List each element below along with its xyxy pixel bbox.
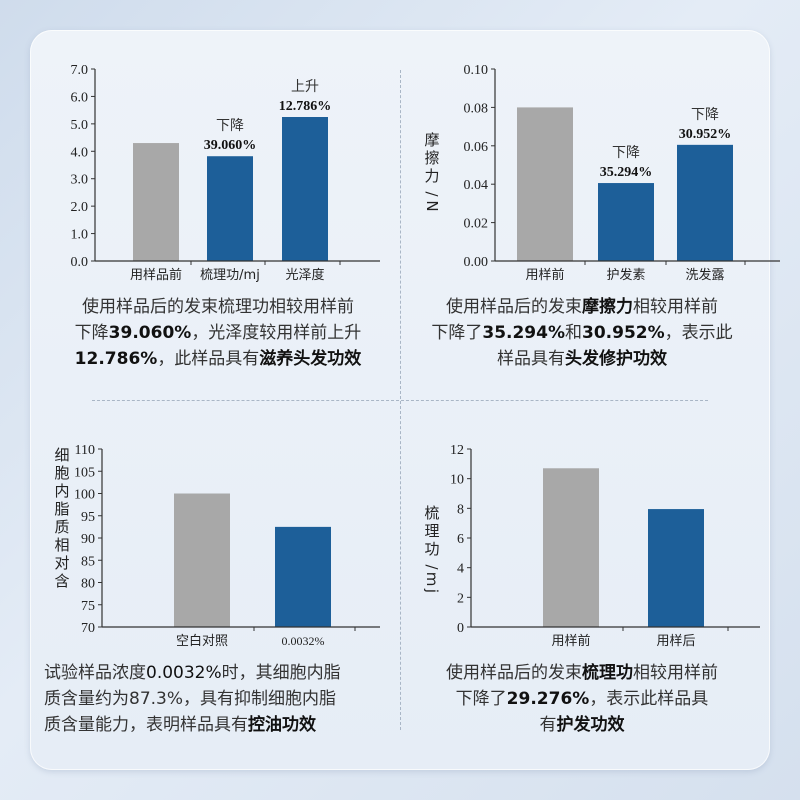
bar-1 — [517, 107, 573, 262]
y-tick-label: 6.0 — [71, 90, 89, 105]
y-axis-label-char: / — [423, 191, 441, 197]
y-axis-label-char: m — [423, 572, 441, 587]
y-tick-label: 105 — [74, 465, 95, 480]
y-tick-label: 0.0 — [71, 255, 89, 270]
y-tick-label: 0 — [457, 621, 464, 636]
bar-2 — [275, 526, 331, 627]
y-tick-label: 1.0 — [71, 228, 89, 243]
x-tick-label: 0.0032% — [282, 634, 325, 648]
y-tick-label: 3.0 — [71, 173, 89, 188]
annotation-word: 下降 — [612, 145, 640, 161]
x-tick-label: 空白对照 — [176, 633, 228, 649]
caption-2: 使用样品后的发束摩擦力相较用样前 下降了35.294%和30.952%，表示此 … — [431, 297, 733, 369]
y-axis-label-char: 质 — [54, 518, 69, 536]
y-tick-label: 70 — [81, 621, 95, 636]
y-tick-label: 95 — [81, 510, 95, 525]
data-label: 30.952% — [679, 127, 732, 142]
y-axis-label-char: 含 — [54, 572, 69, 590]
caption-1: 使用样品后的发束梳理功相较用样前 下降39.060%，光泽度较用样前上升 12.… — [74, 297, 362, 369]
y-axis-label-char: / — [423, 564, 441, 570]
y-axis-label-char: 内 — [54, 482, 69, 500]
annotation-word: 上升 — [291, 79, 319, 95]
y-axis-label-char: 理 — [424, 522, 439, 540]
y-tick-label: 5.0 — [71, 118, 89, 133]
y-tick-label: 7.0 — [71, 63, 89, 78]
x-tick-label: 光泽度 — [285, 267, 324, 283]
y-tick-label: 100 — [74, 488, 95, 503]
y-tick-label: 85 — [81, 554, 95, 569]
y-tick-label: 80 — [81, 577, 95, 592]
bar-2 — [648, 509, 704, 627]
y-axis-label-char: 脂 — [54, 500, 69, 518]
y-axis-label-char: j — [423, 588, 441, 593]
y-axis-label-char: 对 — [54, 554, 69, 572]
y-axis-label-char: 摩 — [424, 131, 439, 149]
y-axis-label-char: 力 — [424, 167, 439, 185]
caption-4: 使用样品后的发束梳理功相较用样前 下降了29.276%，表示此样品具 有护发功效 — [446, 663, 718, 735]
bar-2 — [207, 156, 253, 261]
y-tick-label: 0.06 — [464, 140, 489, 155]
bar-1 — [174, 493, 230, 627]
y-tick-label: 0.00 — [464, 255, 489, 270]
y-tick-label: 0.10 — [464, 63, 489, 78]
x-tick-label: 洗发露 — [685, 267, 724, 283]
y-tick-label: 4 — [457, 562, 464, 577]
y-axis-label-char: N — [423, 200, 441, 211]
annotation-word: 下降 — [691, 107, 719, 123]
horizontal-divider — [92, 400, 708, 401]
bar-2 — [598, 183, 654, 261]
y-axis-label-char: 胞 — [54, 464, 69, 482]
bar-1 — [543, 468, 599, 627]
y-tick-label: 10 — [450, 473, 464, 488]
x-tick-label: 用样前 — [525, 267, 564, 283]
y-tick-label: 8 — [457, 502, 464, 517]
x-tick-label: 用样后 — [656, 634, 695, 649]
x-tick-label: 用样前 — [551, 633, 590, 649]
x-tick-label: 用样品前 — [130, 267, 182, 283]
y-tick-label: 0.04 — [464, 178, 489, 193]
y-tick-label: 0.08 — [464, 101, 489, 116]
y-tick-label: 2.0 — [71, 200, 89, 215]
caption-3: 试验样品浓度0.0032%时，其细胞内脂 质含量约为87.3%，具有抑制细胞内脂… — [44, 663, 341, 735]
x-tick-label: 护发素 — [606, 267, 645, 283]
y-tick-label: 75 — [81, 599, 95, 614]
y-axis-label-char: 细 — [54, 446, 69, 464]
y-axis-label-char: 功 — [424, 540, 439, 558]
bar-3 — [677, 144, 733, 261]
y-axis-label-char: 梳 — [424, 504, 439, 522]
y-tick-label: 6 — [457, 532, 464, 547]
y-tick-label: 110 — [75, 443, 95, 458]
annotation-word: 下降 — [216, 118, 244, 134]
y-tick-label: 0.02 — [464, 217, 489, 232]
bar-1 — [133, 143, 179, 261]
bar-3 — [282, 117, 328, 261]
data-label: 39.060% — [204, 138, 257, 153]
y-tick-label: 4.0 — [71, 145, 89, 160]
y-tick-label: 12 — [450, 443, 464, 458]
y-axis-label-char: 相 — [54, 536, 69, 554]
y-tick-label: 90 — [81, 532, 95, 547]
x-tick-label: 梳理功/mj — [200, 268, 260, 283]
y-tick-label: 2 — [457, 591, 464, 606]
y-axis-label-char: 擦 — [424, 149, 439, 167]
data-label: 12.786% — [279, 99, 332, 114]
data-label: 35.294% — [600, 165, 653, 180]
